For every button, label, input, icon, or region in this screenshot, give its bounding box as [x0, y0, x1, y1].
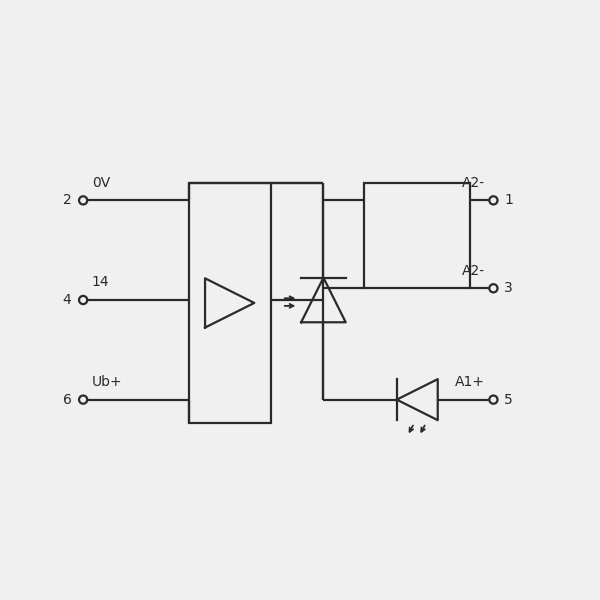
- Text: 0V: 0V: [92, 176, 110, 190]
- Text: 6: 6: [62, 392, 71, 407]
- Text: 4: 4: [62, 293, 71, 307]
- Bar: [364, 183, 470, 288]
- Text: A2-: A2-: [461, 264, 485, 278]
- Bar: [188, 183, 271, 423]
- Text: 14: 14: [92, 275, 110, 289]
- Text: Ub+: Ub+: [92, 375, 122, 389]
- Text: A2-: A2-: [461, 176, 485, 190]
- Text: A1+: A1+: [455, 375, 485, 389]
- Text: 2: 2: [62, 193, 71, 208]
- Text: 3: 3: [504, 281, 513, 295]
- Text: 5: 5: [504, 392, 513, 407]
- Text: 1: 1: [504, 193, 513, 208]
